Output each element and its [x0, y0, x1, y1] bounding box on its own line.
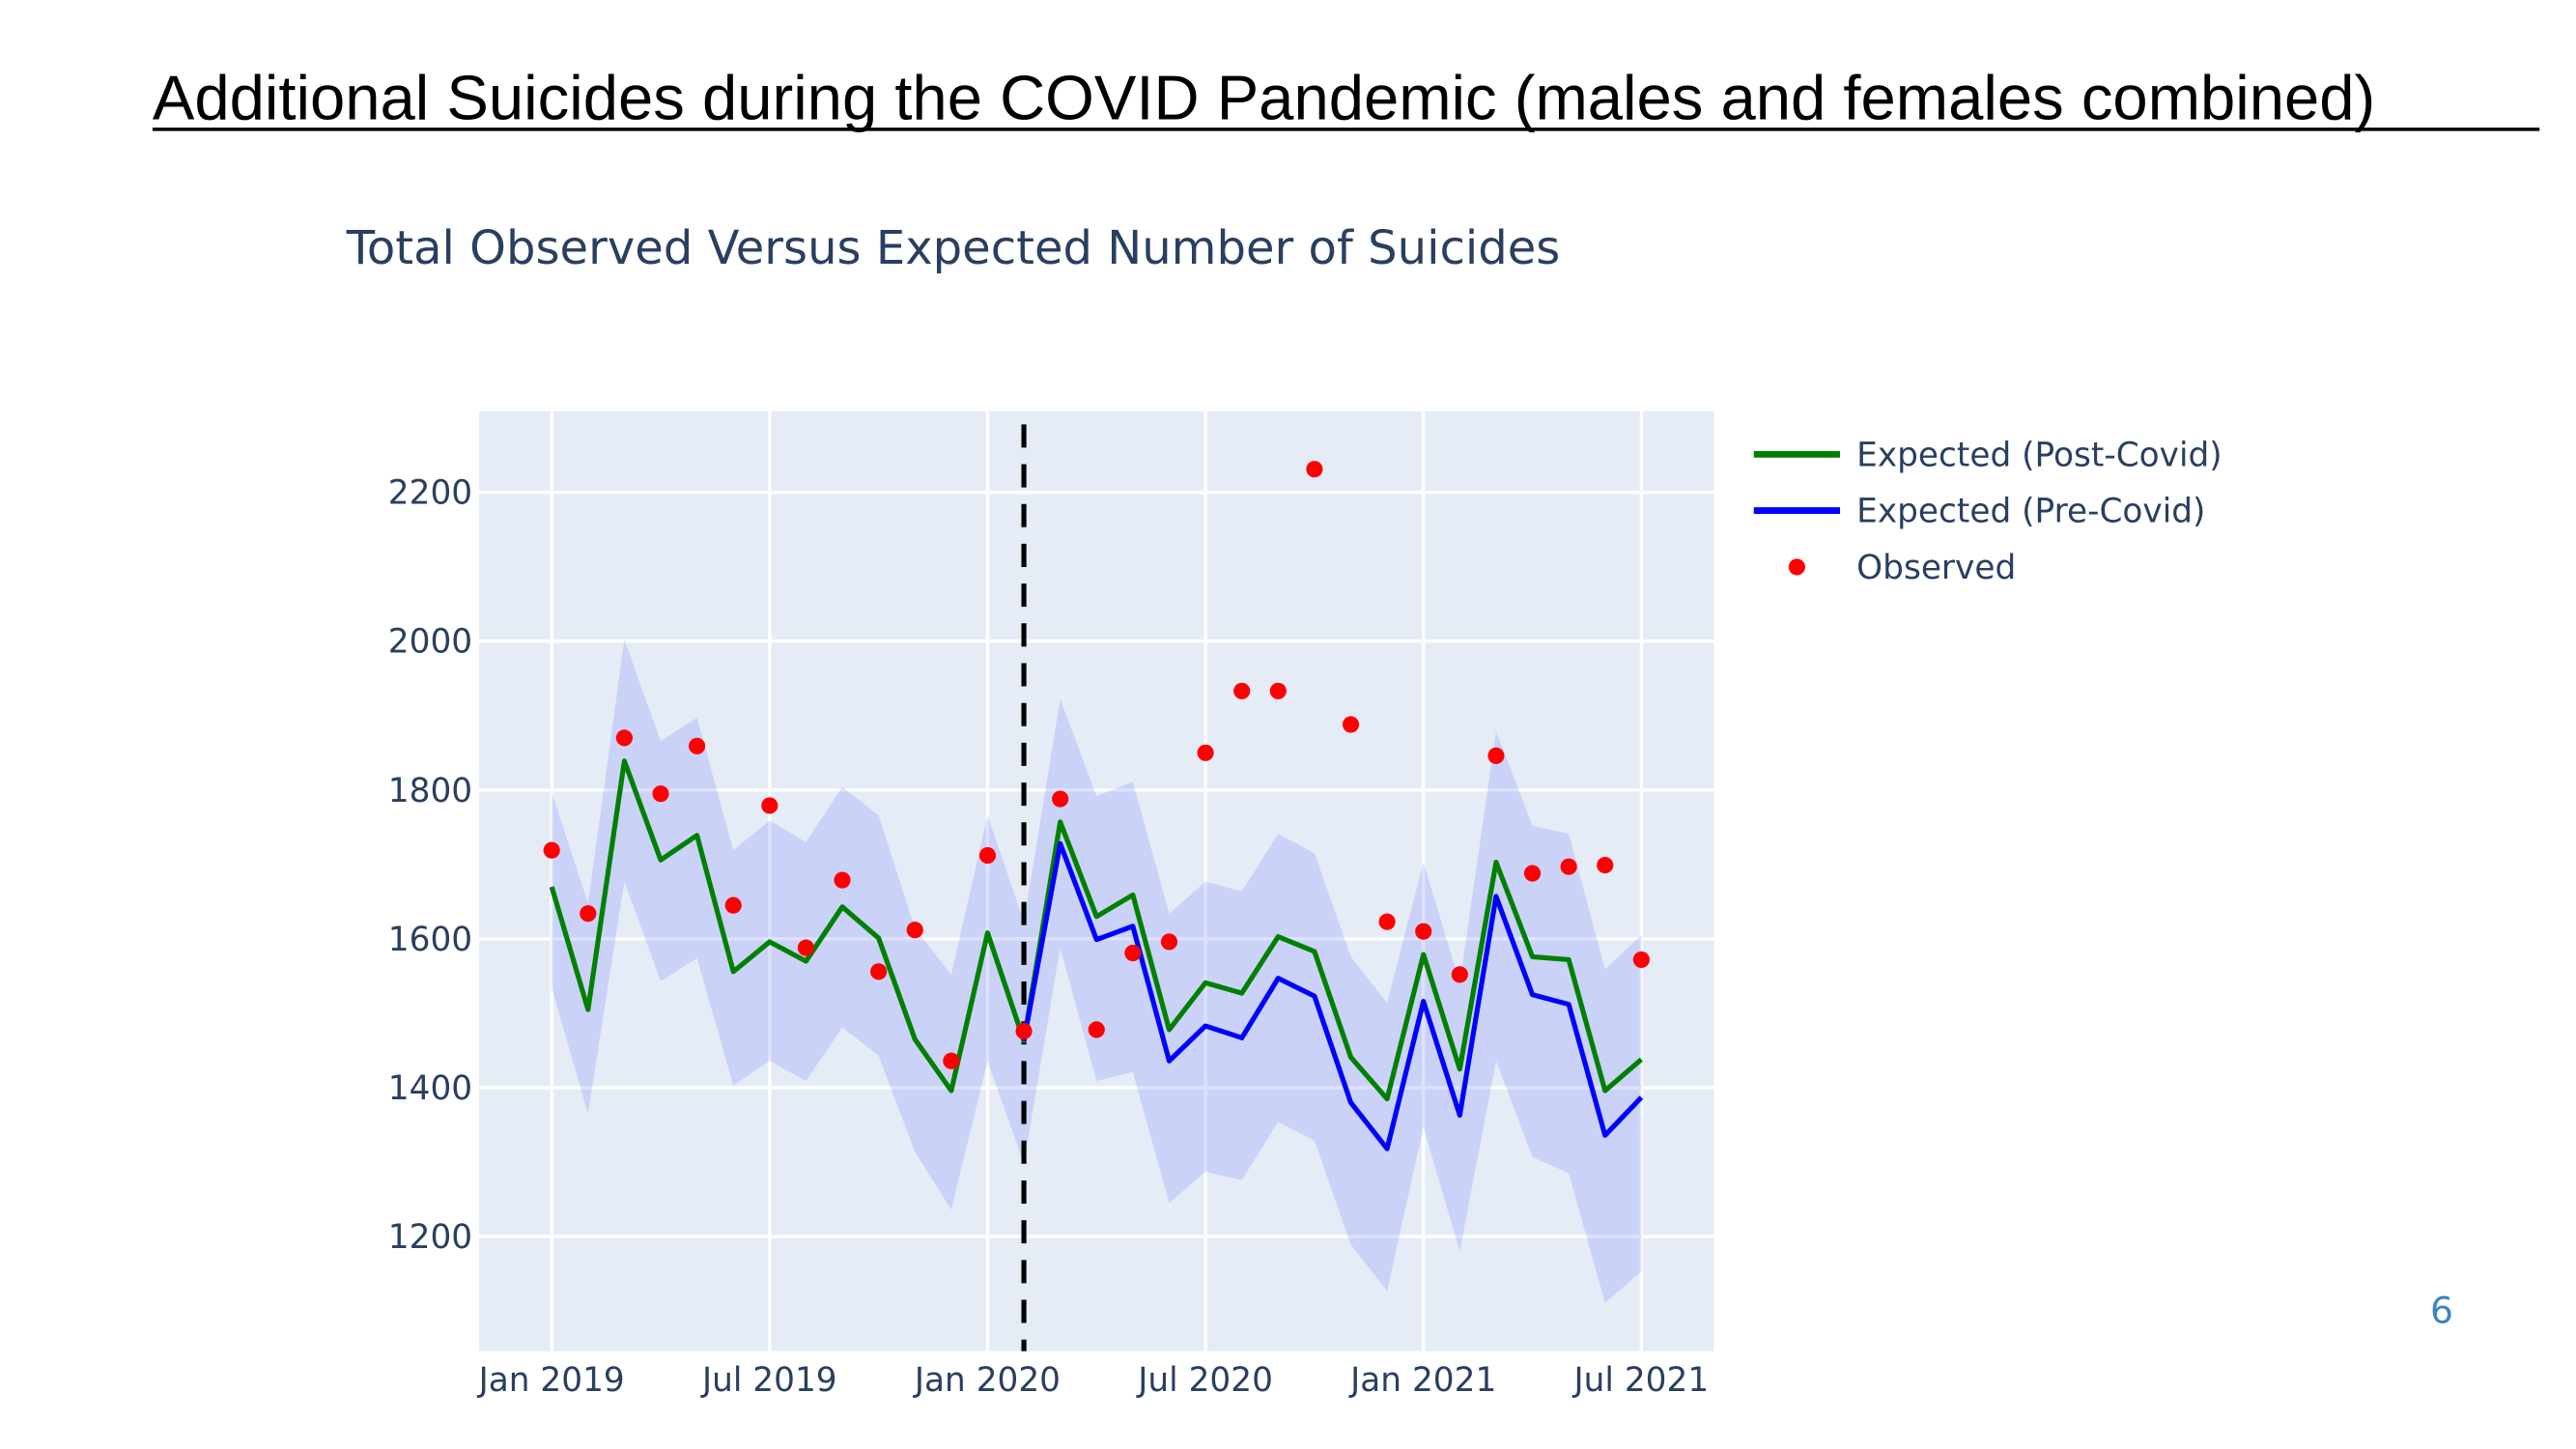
data-point: [1160, 933, 1178, 951]
data-point: [724, 896, 742, 914]
data-point: [870, 963, 888, 980]
data-point: [797, 939, 815, 956]
x-tick-label: Jan 2020: [913, 1361, 1061, 1400]
x-tick-label: Jul 2020: [1136, 1361, 1273, 1400]
legend-marker: [1788, 558, 1805, 576]
data-point: [1523, 865, 1542, 882]
data-point: [761, 797, 778, 814]
data-point: [1415, 923, 1432, 940]
plot-area: [478, 411, 1714, 1351]
page-title: Additional Suicides during the COVID Pan…: [153, 63, 2375, 133]
chart-title: Total Observed Versus Expected Number of…: [346, 221, 1561, 275]
data-point: [1342, 716, 1360, 733]
legend-label: Expected (Pre-Covid): [1856, 493, 2205, 531]
data-point: [689, 737, 706, 754]
data-point: [652, 785, 669, 803]
x-tick-label: Jan 2019: [477, 1361, 625, 1400]
y-tick-label: 1400: [388, 1069, 472, 1108]
y-tick-label: 1200: [388, 1218, 472, 1257]
y-tick-label: 2200: [388, 474, 472, 513]
data-point: [1052, 790, 1069, 808]
series-line: [1021, 840, 1644, 1151]
x-tick-label: Jan 2021: [1348, 1361, 1496, 1400]
data-point: [978, 847, 997, 865]
data-point: [1088, 1021, 1105, 1038]
data-point: [543, 841, 560, 859]
data-point: [834, 871, 851, 889]
x-tick-label: Jul 2019: [700, 1361, 837, 1400]
data-point: [1597, 857, 1614, 874]
x-tick-label: Jul 2021: [1572, 1361, 1710, 1400]
data-point: [1197, 744, 1214, 761]
data-point: [580, 905, 597, 923]
legend-label: Observed: [1856, 549, 2016, 587]
confidence-band: [552, 639, 1642, 1303]
data-point: [906, 922, 923, 939]
data-point: [1269, 682, 1287, 699]
data-point: [1451, 966, 1468, 983]
data-point: [1015, 1022, 1033, 1040]
page-number: 6: [2430, 1290, 2453, 1332]
data-point: [1124, 944, 1142, 962]
y-tick-label: 1600: [388, 921, 472, 959]
y-tick-label: 1800: [388, 772, 472, 810]
data-point: [1560, 858, 1577, 875]
data-point: [615, 729, 633, 747]
data-point: [1378, 913, 1396, 930]
data-point: [943, 1052, 960, 1069]
data-point: [1487, 747, 1505, 764]
y-tick-label: 2000: [388, 623, 472, 662]
data-point: [1632, 951, 1650, 969]
legend-label: Expected (Post-Covid): [1856, 436, 2222, 474]
series-line: [549, 758, 1644, 1102]
data-point: [1306, 461, 1323, 478]
data-point: [1233, 682, 1251, 699]
